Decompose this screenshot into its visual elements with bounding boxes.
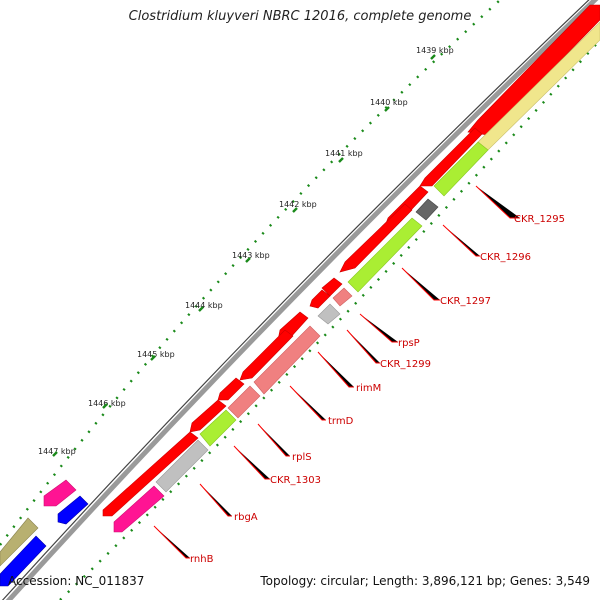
ruler-track [0,0,501,546]
ruler-label: 1443 kbp [232,251,270,260]
gene-block[interactable] [347,217,423,293]
gene-block[interactable] [43,479,77,507]
gene-arrow[interactable] [102,431,199,517]
gene-label-rpsp[interactable]: rpsP [398,338,420,349]
gene-block[interactable] [199,409,237,447]
gene-block[interactable] [415,198,439,221]
ruler-label: 1442 kbp [279,200,317,209]
genome-summary: Topology: circular; Length: 3,896,121 bp… [260,574,590,588]
gene-block[interactable] [317,303,341,325]
gene-arrow[interactable] [189,399,227,433]
label-leaders [153,185,520,559]
gene-arrow[interactable] [217,377,245,401]
gene-label-rbga[interactable]: rbgA [234,512,258,523]
gene-arrow[interactable] [321,277,343,297]
ruler-major-ticks [52,54,436,457]
gene-block[interactable] [253,325,321,395]
gene-block[interactable] [433,141,489,197]
ruler-labels: 1439 kbp 1440 kbp 1441 kbp 1442 kbp 1443… [38,46,454,456]
gene-label-ckr-1303[interactable]: CKR_1303 [270,475,321,486]
genome-title: Clostridium kluyveri NBRC 12016, complet… [128,9,472,24]
forward-strand-track [102,4,600,517]
gene-block[interactable] [477,21,600,151]
gene-label-rpls[interactable]: rplS [292,452,312,463]
gene-block[interactable] [227,385,261,419]
ruler-label: 1439 kbp [416,46,454,55]
gene-label-ckr-1296[interactable]: CKR_1296 [480,252,531,263]
ruler-label: 1444 kbp [185,301,223,310]
ruler-label: 1441 kbp [325,149,363,158]
gene-label-ckr-1297[interactable]: CKR_1297 [440,296,491,307]
gene-label-trmd[interactable]: trmD [328,416,354,427]
gene-label-rimm[interactable]: rimM [356,383,381,394]
gene-label-rnhb[interactable]: rnhB [190,554,214,565]
gene-block[interactable] [113,485,165,533]
gene-block[interactable] [332,287,353,307]
second-track [0,21,600,587]
gene-block[interactable] [57,495,89,525]
gene-arrow[interactable] [239,329,294,381]
gene-arrow[interactable] [309,289,331,309]
ruler-label: 1440 kbp [370,98,408,107]
gene-labels: CKR_1295 CKR_1296 CKR_1297 rpsP CKR_1299… [190,214,565,565]
gene-label-ckr-1295[interactable]: CKR_1295 [514,214,565,225]
gene-block[interactable] [155,439,209,493]
gene-block[interactable] [0,517,39,567]
gene-arrow[interactable] [467,4,600,136]
accession-text: Accession: NC_011837 [8,574,145,588]
gene-block[interactable] [0,535,47,587]
ruler-label: 1445 kbp [137,350,175,359]
gene-arrow[interactable] [419,127,483,187]
ruler-label: 1447 kbp [38,447,76,456]
gene-arrow[interactable] [339,203,413,273]
ruler-label: 1446 kbp [88,399,126,408]
gene-label-ckr-1299[interactable]: CKR_1299 [380,359,431,370]
